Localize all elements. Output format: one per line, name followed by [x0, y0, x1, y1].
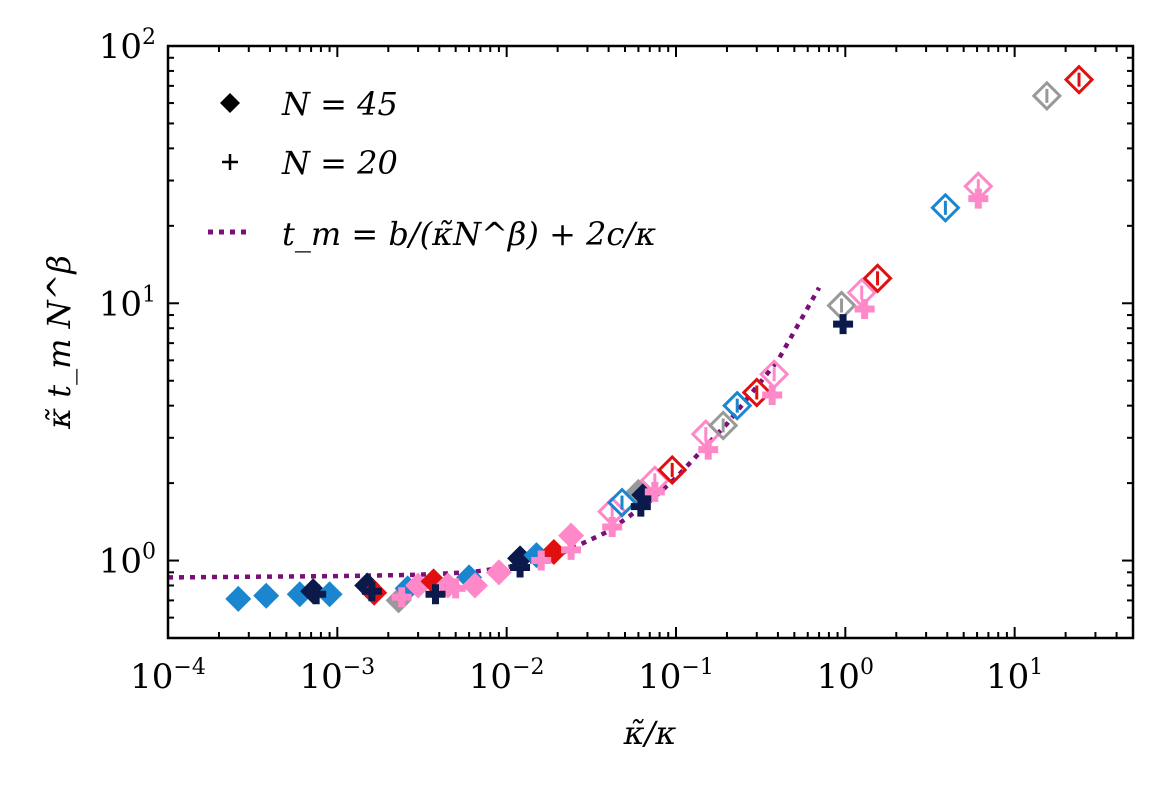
- data-point-diamond-open: [1063, 64, 1095, 95]
- data-points-layer: [225, 64, 1095, 614]
- data-point-diamond-filled: [558, 522, 585, 549]
- tick-labels: 10−4 10−3 10−2 10−1 100 101 100 101 102: [99, 25, 1044, 697]
- x-tick-label: 10−4: [130, 655, 206, 697]
- data-point-diamond-filled: [316, 581, 343, 608]
- data-point-plus: [968, 188, 989, 209]
- legend-label-n45: N = 45: [281, 85, 398, 123]
- data-point-plus: [762, 385, 783, 406]
- y-axis-label: κ̃ t_m N^β: [40, 255, 78, 430]
- data-point-plus: [698, 439, 719, 460]
- data-point-diamond-open: [708, 410, 739, 441]
- data-point-plus: [361, 581, 382, 602]
- data-point-plus: [630, 496, 651, 517]
- x-tick-label: 101: [986, 655, 1043, 697]
- axis-ticks: [167, 45, 1134, 639]
- data-point-diamond-open: [1031, 80, 1062, 111]
- legend-marker-diamond: [220, 93, 240, 113]
- x-axis-label: κ̃/κ: [623, 714, 677, 752]
- legend-label-n20: N = 20: [281, 144, 398, 182]
- data-point-plus: [602, 517, 623, 538]
- x-tick-label: 10−2: [469, 655, 545, 697]
- data-point-plus: [425, 584, 446, 605]
- fit-curve: [167, 286, 822, 580]
- data-point-plus: [644, 481, 665, 502]
- y-tick-label: 100: [99, 540, 156, 582]
- data-point-diamond-open: [930, 192, 961, 223]
- data-point-diamond-open: [657, 454, 688, 486]
- x-tick-label: 100: [817, 655, 874, 697]
- data-point-plus: [854, 299, 875, 320]
- y-tick-label: 102: [99, 25, 156, 67]
- data-point-diamond-open: [722, 390, 753, 421]
- data-point-plus: [531, 550, 552, 571]
- legend: N = 45 N = 20 t_m = b/(κ̃N^β) + 2c/κ: [208, 85, 656, 253]
- data-point-diamond-filled: [225, 585, 252, 612]
- data-point-plus: [391, 587, 412, 608]
- data-point-plus: [510, 557, 531, 578]
- data-point-plus: [561, 539, 582, 560]
- data-point-diamond-open: [862, 263, 893, 294]
- fit-curve-layer: [167, 286, 822, 580]
- data-point-plus: [306, 584, 327, 605]
- data-point-diamond-open: [606, 487, 638, 518]
- x-tick-label: 10−1: [638, 655, 714, 697]
- data-point-diamond-filled: [461, 572, 488, 599]
- legend-marker-plus: [222, 154, 238, 170]
- legend-label-fit: t_m = b/(κ̃N^β) + 2c/κ: [282, 215, 656, 253]
- data-point-diamond-open: [741, 377, 772, 408]
- y-tick-label: 101: [99, 282, 156, 324]
- data-point-plus: [488, 562, 509, 583]
- data-point-plus: [445, 578, 466, 599]
- data-point-plus: [833, 314, 854, 335]
- data-point-diamond-filled: [253, 582, 280, 609]
- x-tick-label: 10−3: [299, 655, 375, 697]
